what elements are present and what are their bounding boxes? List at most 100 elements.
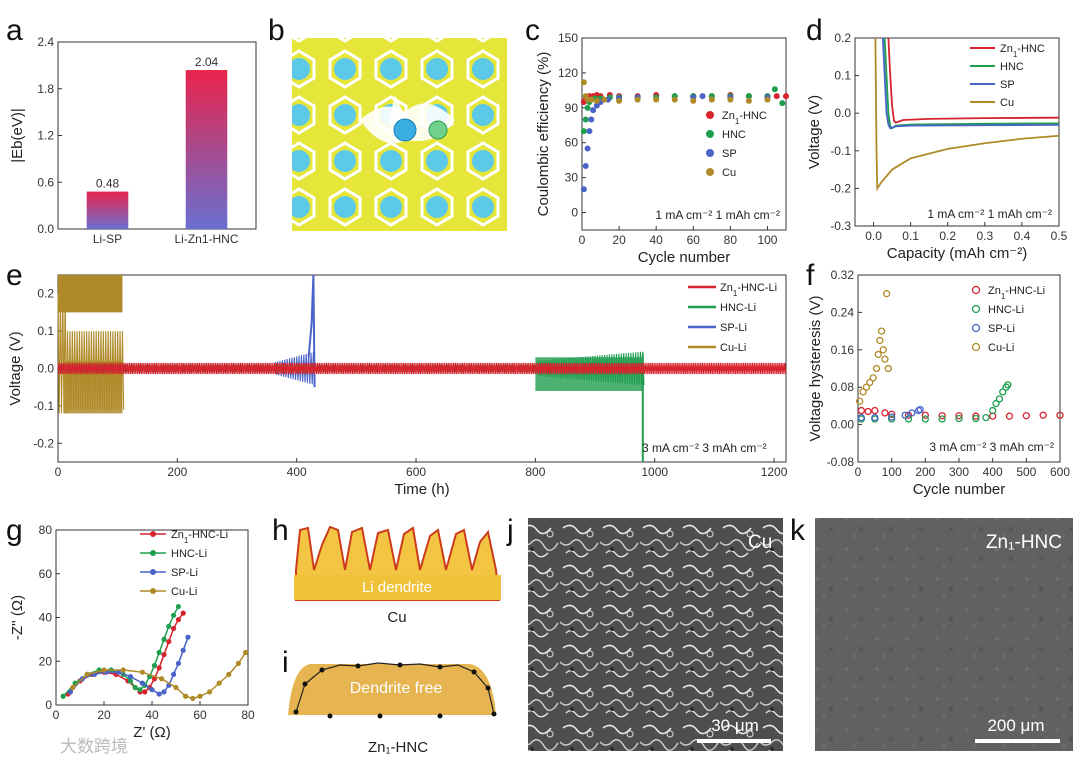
- x-tick-label: 60: [687, 233, 701, 247]
- legend-label: Cu: [722, 167, 736, 179]
- x-tick-label: 0.1: [902, 229, 919, 243]
- legend-marker: [971, 304, 981, 314]
- data-point: [888, 413, 896, 421]
- data-point: [151, 663, 157, 669]
- condition-note: 3 mA cm⁻² 3 mAh cm⁻²: [642, 441, 767, 455]
- x-tick-label: 400: [983, 465, 1003, 479]
- data-point: [127, 673, 133, 680]
- y-tick-label: 40: [39, 611, 53, 625]
- data-point: [582, 163, 589, 169]
- y-tick-label: 1.8: [37, 82, 54, 96]
- x-tick-label: 0.3: [976, 229, 993, 243]
- legend-label: HNC-Li: [171, 548, 207, 560]
- x-tick-label: 80: [724, 233, 738, 247]
- y-tick-label: 2.4: [37, 35, 54, 49]
- data-point: [866, 378, 874, 387]
- series-line: [881, 37, 1060, 130]
- y-tick-label: 80: [39, 523, 53, 537]
- data-point: [982, 413, 990, 422]
- x-tick-label: 0: [579, 233, 586, 247]
- data-point: [708, 96, 715, 103]
- panel-h-schematic: Li dendrite Cu: [294, 525, 501, 626]
- data-point: [139, 669, 145, 675]
- x-tick-label: 20: [612, 233, 626, 247]
- data-point: [921, 415, 929, 423]
- data-point: [653, 96, 660, 103]
- data-point: [175, 603, 181, 610]
- legend-marker: [971, 323, 981, 333]
- data-point: [84, 671, 90, 677]
- data-point: [180, 610, 186, 616]
- data-point: [916, 405, 924, 414]
- data-point: [783, 93, 789, 100]
- panel-label-i: i: [282, 646, 289, 679]
- data-point: [779, 100, 786, 107]
- data-point: [888, 410, 896, 418]
- bar-value-label: 2.04: [195, 55, 219, 69]
- legend-marker: [706, 168, 714, 176]
- legend-label: SP: [722, 148, 737, 160]
- y-tick-label: 0.0: [37, 222, 54, 236]
- panel-e-voltage-time: 0 200 400 600 800 1000 1200 -0.2 -0.1 0.0 0.1 0.2 Ti…: [7, 274, 788, 498]
- legend-label: SP-Li: [988, 323, 1015, 335]
- data-point: [60, 693, 66, 699]
- y-tick-label: 0.0: [834, 106, 851, 120]
- y-axis-label: Voltage (V): [806, 95, 823, 169]
- data-point: [972, 412, 980, 420]
- legend-label: HNC: [722, 129, 746, 141]
- x-tick-label: 0: [855, 465, 862, 479]
- x-tick-label: 400: [287, 465, 307, 479]
- data-point: [955, 412, 963, 420]
- data-point: [101, 667, 107, 673]
- x-tick-label: 300: [949, 465, 969, 479]
- y-tick-label: 0: [45, 698, 52, 712]
- y-tick-label: -0.08: [827, 455, 855, 469]
- legend-label: SP: [1000, 79, 1015, 91]
- x-tick-label: 60: [193, 708, 207, 722]
- legend-marker: [706, 111, 714, 119]
- bar: [185, 70, 228, 229]
- data-point: [1022, 412, 1030, 420]
- data-point: [197, 693, 203, 699]
- y-tick-label: 90: [565, 101, 579, 115]
- legend-marker: [150, 588, 156, 594]
- data-point: [142, 689, 148, 695]
- data-point: [999, 388, 1007, 396]
- y-tick-label: 0.2: [37, 287, 54, 301]
- data-point: [773, 93, 780, 100]
- legend-label: HNC-Li: [988, 304, 1024, 316]
- x-tick-label: 600: [1050, 465, 1070, 479]
- y-tick-label: 0.1: [834, 69, 851, 83]
- y-tick-label: -0.1: [33, 399, 54, 413]
- data-point: [871, 406, 879, 415]
- panel-label-b: b: [268, 14, 285, 47]
- data-point: [580, 128, 587, 135]
- x-tick-label: 0.2: [939, 229, 956, 243]
- data-point: [115, 669, 121, 675]
- data-point: [859, 388, 867, 396]
- data-point: [877, 327, 886, 335]
- y-tick-label: 0.00: [831, 418, 855, 432]
- y-tick-label: 20: [39, 654, 53, 668]
- data-point: [856, 397, 864, 405]
- plot-frame: [854, 37, 1060, 227]
- bar-value-label: 0.48: [96, 177, 120, 191]
- framework-nodes: [293, 662, 497, 719]
- data-point: [175, 660, 181, 667]
- legend-label: Zn1-HNC-Li: [171, 529, 228, 545]
- x-category-label: Li-SP: [93, 232, 122, 246]
- data-point: [70, 684, 76, 691]
- legend-label: SP-Li: [171, 567, 198, 579]
- sem-zn-hnc-surface: [815, 518, 1073, 751]
- legend-label: SP-Li: [720, 322, 747, 334]
- condition-note: 1 mA cm⁻² 1 mAh cm⁻²: [927, 207, 1052, 221]
- data-point: [166, 623, 172, 629]
- data-point: [874, 350, 882, 359]
- y-tick-label: -0.2: [33, 436, 54, 450]
- data-point: [881, 355, 889, 363]
- data-point: [727, 96, 734, 103]
- data-point: [584, 145, 591, 152]
- data-point: [634, 96, 641, 103]
- panel-k-sem-image: Zn₁-HNC 200 μm: [815, 518, 1073, 751]
